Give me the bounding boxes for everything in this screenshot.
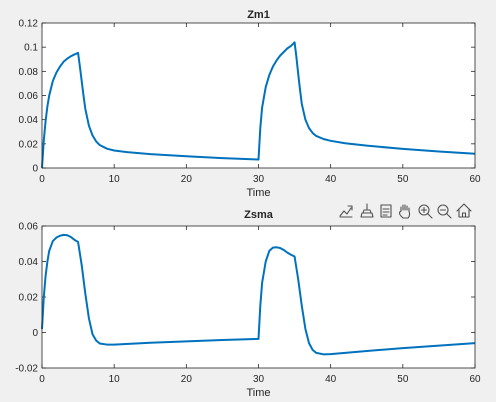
series-line bbox=[41, 41, 476, 169]
x-tick-label: 50 bbox=[397, 374, 409, 385]
y-tick-label: 0.02 bbox=[19, 139, 39, 150]
x-tick-label: 60 bbox=[469, 374, 481, 385]
y-tick-label: 0 bbox=[32, 164, 38, 175]
axes-frame bbox=[41, 22, 476, 169]
x-axis-label: Time bbox=[246, 187, 270, 199]
x-tick-label: 40 bbox=[325, 374, 337, 385]
x-tick-label: 50 bbox=[397, 174, 409, 185]
subplot-zsma: Zsma Time 0 10 20 30 40 50 60-0.0200.020.040.0… bbox=[15, 209, 481, 399]
axes-toolbar bbox=[338, 203, 472, 219]
y-tick-label: 0 bbox=[32, 328, 38, 339]
home-icon[interactable] bbox=[456, 203, 472, 219]
x-tick-label: 0 bbox=[39, 374, 45, 385]
x-tick-label: 10 bbox=[109, 374, 121, 385]
zoom-out-icon[interactable] bbox=[436, 203, 452, 219]
y-tick-label: 0.12 bbox=[19, 19, 39, 30]
pan-hand-icon[interactable] bbox=[397, 203, 413, 219]
subplot-zm1: Zm1 Time 0 10 20 30 40 50 6000.020.040.060.080… bbox=[19, 9, 481, 199]
y-tick-label: 0.08 bbox=[19, 67, 39, 78]
x-tick-label: 30 bbox=[253, 374, 265, 385]
y-tick-label: 0.02 bbox=[19, 293, 39, 304]
y-tick-label: 0.06 bbox=[19, 222, 39, 233]
y-tick-label: 0.1 bbox=[24, 43, 38, 54]
axis-ticks: 0 10 20 30 40 50 60 0 0.02 0.04 0.06 0.08 0.1 0.12 bbox=[19, 19, 481, 186]
x-tick-label: 20 bbox=[181, 174, 193, 185]
x-tick-label: 10 bbox=[109, 174, 121, 185]
data-tips-icon[interactable] bbox=[378, 203, 394, 219]
x-tick-label: 0 bbox=[39, 174, 45, 185]
brush-icon[interactable] bbox=[359, 203, 375, 219]
y-tick-label: 0.04 bbox=[19, 115, 39, 126]
x-tick-label: 20 bbox=[181, 374, 193, 385]
x-tick-label: 60 bbox=[469, 174, 481, 185]
x-axis-label: Time bbox=[246, 387, 270, 399]
chart-title: Zm1 bbox=[247, 9, 270, 21]
y-tick-label: 0.06 bbox=[19, 91, 39, 102]
x-tick-label: 30 bbox=[253, 174, 265, 185]
axes-frame bbox=[41, 225, 476, 369]
series-line bbox=[41, 233, 476, 356]
y-tick-label: -0.02 bbox=[15, 364, 38, 375]
x-tick-label: 40 bbox=[325, 174, 337, 185]
y-tick-label: 0.04 bbox=[19, 257, 39, 268]
chart-title: Zsma bbox=[244, 209, 274, 221]
zoom-in-icon[interactable] bbox=[417, 203, 433, 219]
export-icon[interactable] bbox=[338, 203, 354, 219]
